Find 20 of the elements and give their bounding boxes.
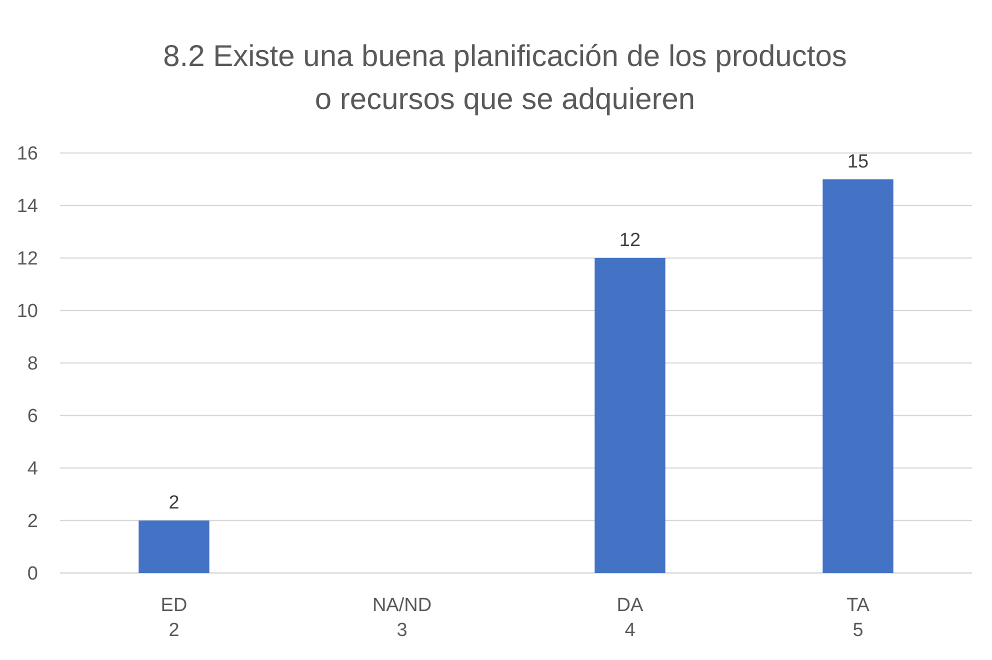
y-tick-label: 0 [27,564,38,585]
y-tick-label: 16 [16,144,38,165]
x-tick-label: DA 4 [616,595,644,641]
y-tick-label: 4 [27,458,38,480]
y-tick-label: 2 [27,511,38,532]
y-tick-label: 8 [27,354,38,375]
y-tick-label: 10 [16,301,38,322]
data-label: 2 [168,492,180,514]
data-label: 12 [619,230,641,251]
y-tick-label: 14 [16,196,38,218]
x-tick-label: ED 2 [160,595,188,641]
bar [822,179,894,573]
bar [138,520,210,573]
y-tick-label: 6 [27,406,38,428]
x-tick-label: TA 5 [846,595,870,641]
y-tick-label: 12 [16,248,38,270]
x-tick-label: NA/ND 3 [372,595,432,641]
data-label: 15 [847,151,869,172]
chart-title: 8.2 Existe una buena planificación de los productos o recursos que se adquieren [163,40,847,116]
bar [594,258,666,573]
